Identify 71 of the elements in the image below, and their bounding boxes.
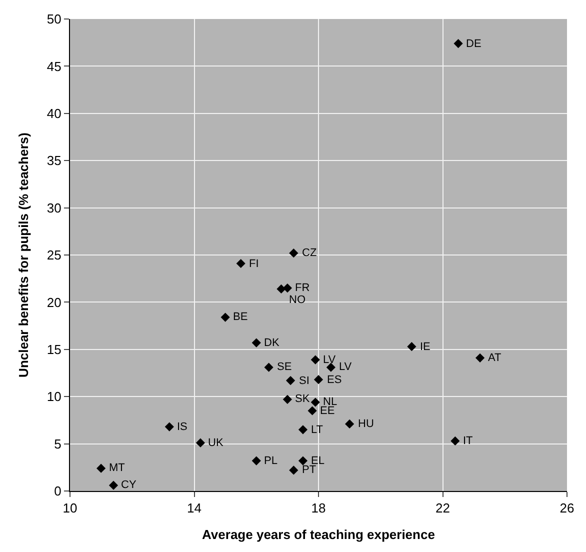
point: [220, 312, 230, 322]
point: [298, 425, 308, 434]
point: [314, 375, 324, 384]
annotation: SI: [299, 375, 310, 387]
x-tick-label: 18: [311, 500, 326, 516]
y-axis-title: Unclear benefits for pupils (% teachers): [16, 132, 31, 378]
point: [289, 466, 298, 475]
annotation: ES: [327, 374, 342, 386]
y-tick-label: 25: [46, 248, 62, 263]
point: [282, 394, 292, 404]
y-tick-label: 20: [46, 294, 62, 310]
point: [96, 464, 106, 473]
point: [282, 283, 292, 293]
x-tick-label: 22: [436, 500, 450, 516]
y-tick-label: 30: [46, 200, 62, 216]
point: [108, 480, 118, 490]
point: [196, 438, 206, 448]
point: [298, 456, 308, 466]
point: [264, 362, 274, 372]
annotation: NL: [323, 396, 338, 408]
point: [475, 353, 485, 362]
point: [310, 355, 320, 364]
annotation: EE: [320, 405, 335, 417]
point: [252, 338, 261, 348]
annotation: SE: [277, 361, 292, 373]
y-tick-label: 45: [46, 58, 62, 74]
y-tick-label: 50: [46, 12, 62, 27]
annotation: PT: [302, 464, 316, 476]
point: [286, 376, 296, 386]
y-tick-label: 35: [46, 153, 62, 168]
point: [276, 284, 286, 294]
annotation: PL: [264, 455, 278, 467]
annotation: IS: [177, 421, 188, 433]
point: [407, 342, 416, 352]
annotation: CZ: [302, 247, 317, 259]
x-tick-label: 14: [187, 500, 202, 516]
annotation: LV: [323, 354, 336, 366]
annotation: IE: [420, 341, 430, 353]
point: [164, 422, 174, 432]
point: [289, 248, 298, 258]
annotation: SK: [295, 393, 310, 405]
annotation: FR: [295, 282, 310, 294]
y-tick-label: 15: [46, 342, 62, 357]
point: [454, 38, 463, 48]
annotation: HU: [358, 418, 374, 430]
annotation: DK: [264, 337, 280, 349]
annotation: EL: [311, 455, 324, 467]
annotation: NO: [289, 294, 306, 306]
annotation: IT: [463, 435, 474, 447]
annotation: UK: [208, 437, 224, 449]
y-tick-label: 0: [54, 484, 62, 499]
annotation: CY: [121, 479, 137, 491]
annotation: AT: [488, 352, 502, 364]
point: [310, 398, 320, 407]
x-tick-label: 26: [560, 500, 574, 516]
annotation: BE: [233, 311, 248, 323]
x-axis-title: Average years of teaching experience: [202, 527, 435, 542]
point: [252, 456, 261, 466]
annotation: MT: [109, 462, 126, 474]
y-tick-label: 40: [46, 106, 62, 121]
point: [345, 419, 354, 429]
point: [236, 258, 246, 268]
point: [308, 406, 317, 416]
y-tick-label: 5: [54, 436, 62, 452]
annotation: DE: [466, 38, 482, 50]
point: [326, 362, 336, 372]
point: [450, 436, 460, 446]
y-tick-label: 10: [46, 389, 62, 404]
annotation: LV: [339, 361, 352, 373]
annotation: FI: [249, 258, 259, 270]
annotation: LT: [311, 424, 324, 436]
